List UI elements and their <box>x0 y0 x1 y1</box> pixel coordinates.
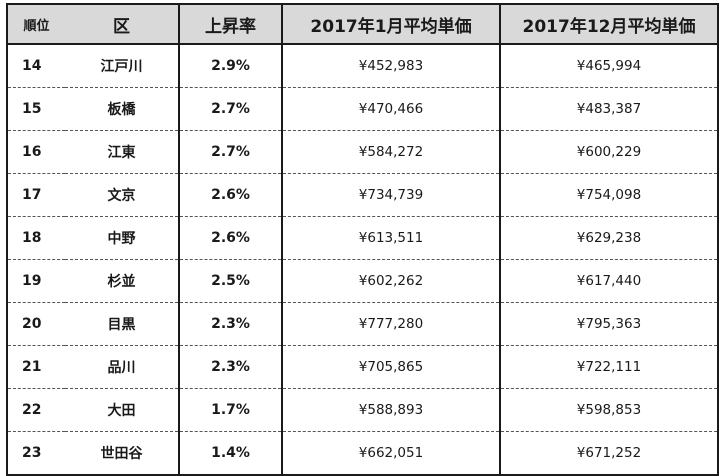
header-jan-price: 2017年1月平均単価 <box>281 4 500 45</box>
table-row: 18 中野 2.6% ¥613,511 ¥629,238 <box>7 216 718 260</box>
dec-price-cell: ¥722,111 <box>499 345 718 389</box>
ward-cell: 板橋 <box>65 87 179 131</box>
dec-price-cell: ¥598,853 <box>499 388 718 432</box>
dec-price-cell: ¥617,440 <box>499 259 718 303</box>
jan-price-cell: ¥452,983 <box>281 44 500 88</box>
jan-price-cell: ¥777,280 <box>281 302 500 346</box>
jan-price-cell: ¥470,466 <box>281 87 500 131</box>
ward-cell: 江東 <box>65 130 179 174</box>
table-body: 14 江戸川 2.9% ¥452,983 ¥465,994 15 板橋 2.7%… <box>7 44 718 475</box>
rank-cell: 20 <box>7 302 65 346</box>
header-ward: 区 <box>65 4 179 45</box>
jan-price-cell: ¥662,051 <box>281 431 500 475</box>
jan-price-cell: ¥613,511 <box>281 216 500 260</box>
dec-price-cell: ¥671,252 <box>499 431 718 475</box>
header-dec-price: 2017年12月平均単価 <box>499 4 718 45</box>
ward-cell: 大田 <box>65 388 179 432</box>
rate-cell: 2.7% <box>178 87 282 131</box>
dec-price-cell: ¥465,994 <box>499 44 718 88</box>
ward-cell: 中野 <box>65 216 179 260</box>
jan-price-cell: ¥705,865 <box>281 345 500 389</box>
table-header: 順位 区 上昇率 2017年1月平均単価 2017年12月平均単価 <box>7 4 718 45</box>
table-row: 23 世田谷 1.4% ¥662,051 ¥671,252 <box>7 431 718 475</box>
ward-cell: 杉並 <box>65 259 179 303</box>
table-row: 16 江東 2.7% ¥584,272 ¥600,229 <box>7 130 718 174</box>
ward-cell: 目黒 <box>65 302 179 346</box>
table-row: 14 江戸川 2.9% ¥452,983 ¥465,994 <box>7 44 718 88</box>
rate-cell: 2.7% <box>178 130 282 174</box>
rank-cell: 15 <box>7 87 65 131</box>
jan-price-cell: ¥734,739 <box>281 173 500 217</box>
ward-cell: 江戸川 <box>65 44 179 88</box>
rate-cell: 2.3% <box>178 302 282 346</box>
table-row: 19 杉並 2.5% ¥602,262 ¥617,440 <box>7 259 718 303</box>
table-row: 17 文京 2.6% ¥734,739 ¥754,098 <box>7 173 718 217</box>
ward-cell: 品川 <box>65 345 179 389</box>
rate-cell: 2.6% <box>178 173 282 217</box>
rate-cell: 2.6% <box>178 216 282 260</box>
rate-cell: 2.9% <box>178 44 282 88</box>
dec-price-cell: ¥629,238 <box>499 216 718 260</box>
dec-price-cell: ¥754,098 <box>499 173 718 217</box>
header-rate: 上昇率 <box>178 4 282 45</box>
rank-cell: 22 <box>7 388 65 432</box>
rank-cell: 17 <box>7 173 65 217</box>
header-rank: 順位 <box>7 4 65 45</box>
dec-price-cell: ¥600,229 <box>499 130 718 174</box>
ranking-table: 順位 区 上昇率 2017年1月平均単価 2017年12月平均単価 14 江戸川… <box>6 3 719 476</box>
rank-cell: 19 <box>7 259 65 303</box>
table-row: 15 板橋 2.7% ¥470,466 ¥483,387 <box>7 87 718 131</box>
table-row: 22 大田 1.7% ¥588,893 ¥598,853 <box>7 388 718 432</box>
rate-cell: 1.4% <box>178 431 282 475</box>
jan-price-cell: ¥602,262 <box>281 259 500 303</box>
ward-cell: 世田谷 <box>100 446 143 462</box>
header-row: 順位 区 上昇率 2017年1月平均単価 2017年12月平均単価 <box>7 4 718 45</box>
ward-cell: 文京 <box>65 173 179 217</box>
dec-price-cell: ¥483,387 <box>499 87 718 131</box>
jan-price-cell: ¥584,272 <box>281 130 500 174</box>
rate-cell: 2.5% <box>178 259 282 303</box>
jan-price-cell: ¥588,893 <box>281 388 500 432</box>
rate-cell: 1.7% <box>178 388 282 432</box>
table-row: 21 品川 2.3% ¥705,865 ¥722,111 <box>7 345 718 389</box>
rank-cell: 18 <box>7 216 65 260</box>
rank-cell: 21 <box>7 345 65 389</box>
dec-price-cell: ¥795,363 <box>499 302 718 346</box>
table-row: 20 目黒 2.3% ¥777,280 ¥795,363 <box>7 302 718 346</box>
rate-cell: 2.3% <box>178 345 282 389</box>
rank-cell: 23 <box>22 445 42 461</box>
rank-cell: 16 <box>7 130 65 174</box>
rank-cell: 14 <box>7 44 65 88</box>
